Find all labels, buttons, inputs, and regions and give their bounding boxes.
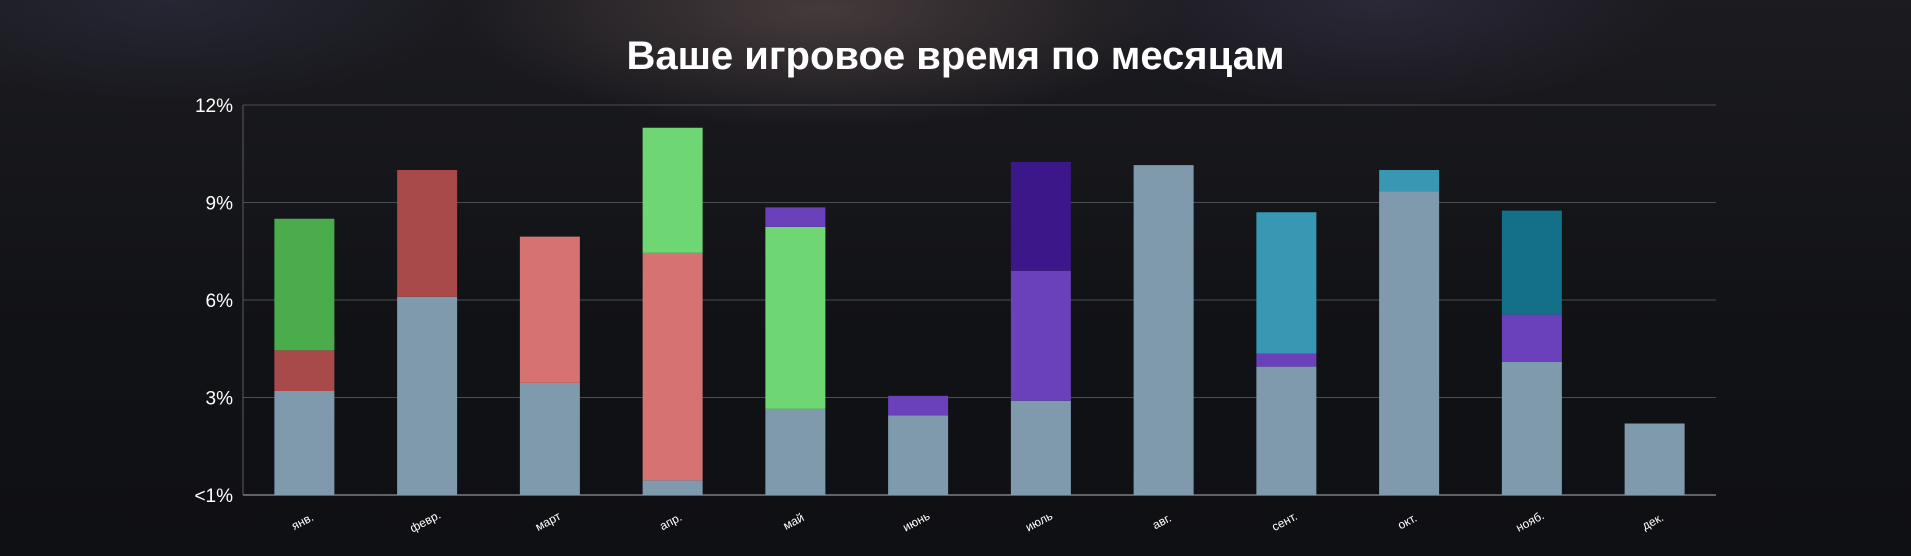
x-tick-label: февр. — [407, 508, 443, 536]
y-tick-label: 6% — [206, 291, 234, 312]
bar-segment — [765, 207, 826, 227]
x-tick-label: июль — [1023, 509, 1055, 535]
x-tick-label: сент. — [1269, 509, 1299, 534]
chart-title: Ваше игровое время по месяцам — [626, 34, 1285, 78]
y-tick-label: 9% — [206, 194, 234, 215]
bar-segment — [642, 480, 703, 495]
x-tick-label: май — [781, 510, 807, 533]
bars — [274, 127, 1685, 495]
x-tick-labels: янв. февр. март апр. май июнь июль авг. сент. окт… — [289, 508, 1666, 536]
bar-segment — [274, 218, 335, 351]
bar-segment — [1133, 165, 1194, 495]
x-tick-label: март — [533, 509, 564, 534]
bar-segment — [1010, 270, 1071, 401]
bar-segment — [1501, 210, 1562, 315]
bar-segment — [274, 391, 335, 495]
y-tick-labels: <1% 3% 6% 9% 12% — [194, 96, 233, 507]
x-tick-label: окт. — [1395, 511, 1419, 533]
bar-segment — [519, 382, 580, 495]
bar-segment — [397, 296, 458, 495]
bar-segment — [888, 395, 949, 416]
bar-segment — [642, 127, 703, 253]
bar-segment — [642, 252, 703, 481]
y-tick-label: <1% — [194, 486, 233, 507]
x-tick-label: апр. — [657, 510, 684, 533]
x-tick-label: янв. — [289, 510, 316, 533]
axes — [242, 105, 1716, 496]
grid-lines — [243, 104, 1716, 398]
bar-segment — [765, 408, 826, 495]
bar-segment — [1501, 314, 1562, 362]
bar-segment — [274, 350, 335, 391]
bar-segment — [1010, 161, 1071, 271]
bar-segment — [519, 236, 580, 383]
x-tick-label: авг. — [1150, 511, 1174, 532]
bar-segment — [1379, 191, 1440, 495]
bar-segment — [1624, 423, 1685, 495]
bar-segment — [1256, 366, 1317, 495]
bar-segment — [397, 170, 458, 297]
bar-segment — [1010, 400, 1071, 495]
bar-segment — [1256, 353, 1317, 367]
x-tick-label: дек. — [1640, 510, 1666, 533]
x-tick-label: нояб. — [1513, 508, 1546, 534]
y-tick-label: 12% — [195, 96, 233, 117]
bar-segment — [1379, 170, 1440, 192]
x-tick-label: июнь — [900, 509, 932, 535]
bar-segment — [888, 415, 949, 495]
bar-segment — [1501, 361, 1562, 495]
y-tick-label: 3% — [206, 389, 234, 410]
bar-segment — [765, 226, 826, 409]
bar-segment — [1256, 212, 1317, 354]
